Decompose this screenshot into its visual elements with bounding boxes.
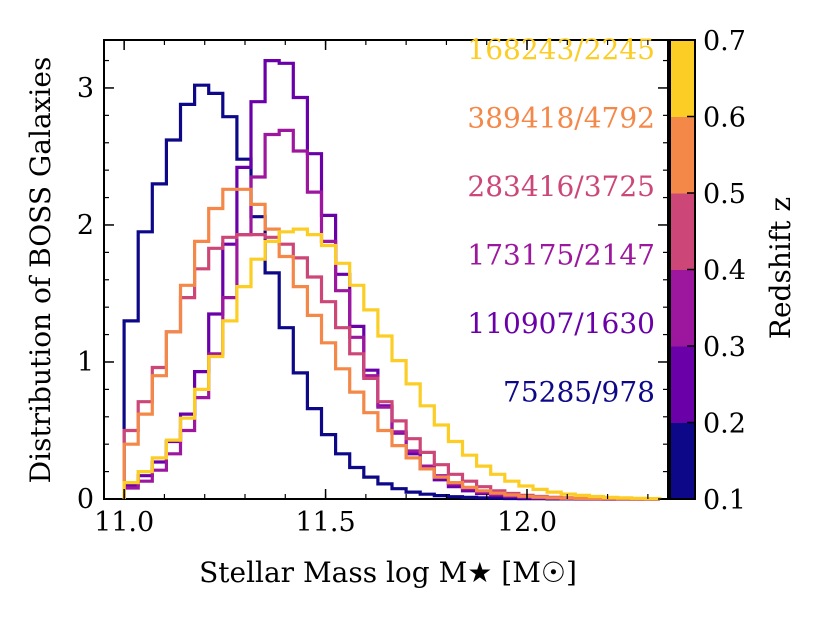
x-axis-title: Stellar Mass log M★ [M☉]: [199, 556, 577, 589]
count-label-3: 283416/3725: [467, 170, 655, 203]
colorbar-tick-label: 0.5: [703, 179, 746, 210]
count-label-2: 389418/4792: [467, 102, 655, 135]
x-tick-label: 11.0: [94, 507, 154, 538]
count-label-5: 110907/1630: [467, 307, 655, 340]
colorbar-tick-label: 0.3: [703, 332, 746, 363]
colorbar-tick-label: 0.4: [703, 256, 746, 287]
y-axis-title: Distribution of BOSS Galaxies: [24, 57, 57, 484]
colorbar-band-4: [670, 193, 695, 270]
y-tick-label: 2: [77, 210, 94, 241]
y-tick-label: 0: [77, 484, 94, 515]
colorbar-band-5: [670, 116, 695, 194]
plot-frame: [103, 39, 669, 500]
x-tick-label: 12.0: [497, 507, 557, 538]
x-tick-label: 11.5: [296, 507, 356, 538]
colorbar-title: Redshift z: [764, 197, 797, 339]
colorbar-band-2: [670, 346, 695, 423]
colorbar-band-1: [670, 422, 695, 500]
colorbar-band-3: [670, 269, 695, 347]
colorbar-tick-label: 0.1: [703, 485, 746, 516]
colorbar-tick-label: 0.6: [703, 103, 746, 134]
histogram-series-4: [122, 233, 660, 501]
colorbar-tick-label: 0.2: [703, 409, 746, 440]
y-tick-label: 3: [77, 73, 94, 104]
axis-ticks: 11.0 11.5 12.0 0 1 2 3: [77, 40, 668, 538]
histogram-series-6: [122, 227, 662, 501]
count-label-6: 75285/978: [503, 376, 655, 409]
colorbar-tick-label: 0.7: [703, 26, 746, 57]
colorbar: 0.1 0.2 0.3 0.4 0.5 0.6 0.7: [669, 26, 746, 516]
plot-border: [103, 39, 669, 500]
colorbar-band-6: [670, 40, 695, 117]
count-label-1: 168243/2245: [467, 33, 655, 66]
histogram-series-5: [122, 187, 660, 501]
series-layer: [122, 59, 662, 501]
count-labels: 168243/2245 389418/4792 283416/3725 173175/…: [467, 33, 655, 409]
count-label-4: 173175/2147: [467, 239, 655, 272]
y-tick-label: 1: [77, 347, 94, 378]
